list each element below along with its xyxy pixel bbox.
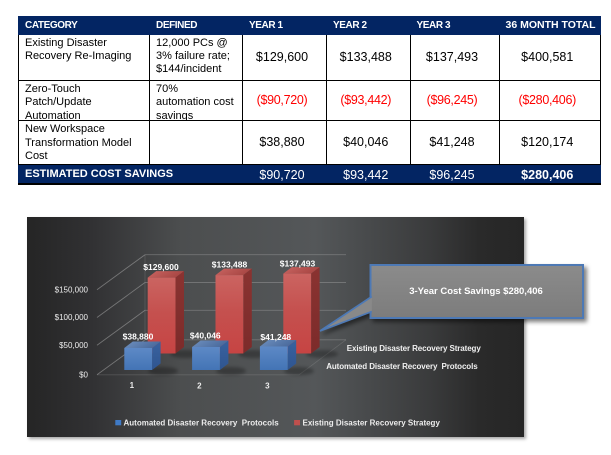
svg-text:Automated Disaster Recovery P: Automated Disaster Recovery Protocols [124,418,280,427]
svg-text:$133,488: $133,488 [212,260,248,270]
svg-text:$40,046: $40,046 [190,331,221,341]
svg-text:$38,880: $38,880 [123,331,154,341]
svg-text:1: 1 [130,381,135,390]
svg-text:3-Year Cost Savings $280,406: 3-Year Cost Savings $280,406 [409,286,543,297]
svg-text:$150,000: $150,000 [55,285,89,294]
svg-text:$137,493: $137,493 [280,258,316,268]
svg-text:Existing Disaster Recovery Str: Existing Disaster Recovery Strategy [347,344,482,353]
svg-text:2: 2 [197,381,202,390]
svg-text:3: 3 [265,381,270,390]
svg-text:$100,000: $100,000 [55,313,89,322]
svg-text:Existing Disaster Recovery Str: Existing Disaster Recovery Strategy [303,418,441,427]
svg-text:Automated Disaster Recovery P: Automated Disaster Recovery Protocols [326,362,478,371]
svg-text:$41,248: $41,248 [260,332,291,342]
svg-text:$129,600: $129,600 [143,262,179,272]
svg-text:$0: $0 [79,371,88,380]
svg-text:$50,000: $50,000 [59,341,88,350]
